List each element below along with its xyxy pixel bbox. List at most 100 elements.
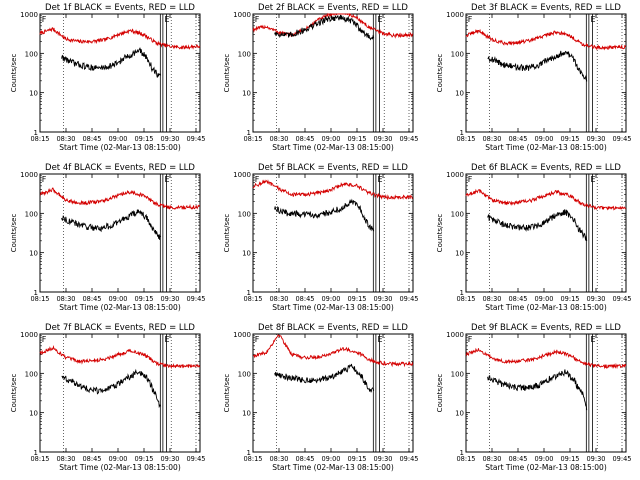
x-tick-label: 08:45: [295, 455, 314, 463]
y-tick-label: 1: [460, 289, 464, 297]
plot-frame: [39, 13, 201, 133]
x-tick-label: 08:30: [269, 295, 288, 303]
event-marker-label: E: [165, 335, 170, 344]
y-tick-label: 1000: [233, 11, 251, 19]
x-tick-label: 08:30: [482, 295, 501, 303]
event-marker-label: E: [591, 15, 596, 24]
x-tick-label: 08:15: [456, 135, 475, 143]
lld-series-line: [252, 179, 413, 201]
chart-panel-6: Det 6f BLACK = Events, RED = LLD 1 10 100 10…: [436, 163, 632, 312]
event-marker-label: F: [255, 15, 260, 24]
y-tick-label: 10: [242, 250, 251, 258]
chart-title: Det 3f BLACK = Events, RED = LLD: [471, 3, 621, 13]
y-tick-label: 1: [34, 129, 38, 137]
event-marker-label: F: [468, 335, 473, 344]
chart-panel-9: Det 9f BLACK = Events, RED = LLD 1 10 100 10…: [436, 323, 632, 472]
x-tick-label: 09:15: [134, 295, 153, 303]
x-tick-label: 09:00: [534, 135, 553, 143]
events-series-line: [61, 368, 162, 409]
x-axis-label: Start Time (02-Mar-13 08:15:00): [59, 303, 181, 312]
plot-frame: [252, 333, 414, 453]
x-tick-label: 09:30: [160, 135, 179, 143]
events-series-line: [61, 209, 162, 241]
x-tick-label: 08:30: [56, 295, 75, 303]
x-tick-label: 09:30: [586, 295, 605, 303]
x-tick-label: 08:45: [508, 295, 527, 303]
x-tick-label: 09:30: [373, 455, 392, 463]
x-tick-label: 09:15: [134, 455, 153, 463]
y-tick-label: 1000: [20, 11, 38, 19]
y-tick-label: 1: [247, 449, 251, 457]
y-tick-label: 1000: [233, 331, 251, 339]
lld-series-line: [39, 187, 201, 211]
x-tick-label: 09:45: [612, 135, 631, 143]
x-tick-label: 09:30: [373, 295, 392, 303]
event-marker-label: F: [42, 15, 47, 24]
y-tick-label: 100: [451, 370, 464, 378]
events-series-line: [61, 47, 162, 78]
y-tick-label: 10: [455, 410, 464, 418]
chart-title: Det 7f BLACK = Events, RED = LLD: [45, 323, 195, 333]
chart-panel-5: Det 5f BLACK = Events, RED = LLD 1 10 100 10…: [223, 163, 419, 312]
y-tick-label: 10: [29, 90, 38, 98]
chart-title: Det 9f BLACK = Events, RED = LLD: [471, 323, 621, 333]
chart-title: Det 4f BLACK = Events, RED = LLD: [45, 163, 195, 173]
x-tick-label: 09:15: [560, 295, 579, 303]
x-tick-label: 08:30: [269, 135, 288, 143]
y-tick-label: 10: [455, 90, 464, 98]
y-tick-label: 1: [34, 289, 38, 297]
x-tick-label: 09:00: [108, 295, 127, 303]
event-marker-label: E: [378, 175, 383, 184]
x-tick-label: 08:15: [456, 295, 475, 303]
y-tick-label: 10: [455, 250, 464, 258]
event-marker-label: E: [591, 335, 596, 344]
lld-series-line: [465, 347, 627, 370]
x-tick-label: 09:15: [347, 455, 366, 463]
x-tick-label: 09:00: [108, 455, 127, 463]
event-marker-label: F: [468, 15, 473, 24]
y-axis-label: Counts/sec: [436, 374, 444, 413]
y-tick-label: 1000: [446, 171, 464, 179]
x-tick-label: 09:15: [134, 135, 153, 143]
y-tick-label: 100: [238, 50, 251, 58]
events-series-line: [487, 369, 588, 411]
y-tick-label: 100: [451, 210, 464, 218]
x-tick-label: 09:30: [160, 455, 179, 463]
lld-series-line: [252, 12, 414, 39]
x-axis-label: Start Time (02-Mar-13 08:15:00): [485, 143, 607, 152]
x-tick-label: 08:15: [30, 135, 49, 143]
x-tick-label: 08:45: [295, 135, 314, 143]
chart-panel-4: Det 4f BLACK = Events, RED = LLD 1 10 100 10…: [10, 163, 206, 312]
x-tick-label: 09:00: [321, 135, 340, 143]
x-tick-label: 09:45: [612, 455, 631, 463]
plot-frame: [252, 173, 414, 293]
x-tick-label: 09:15: [347, 135, 366, 143]
y-tick-label: 100: [25, 370, 38, 378]
event-marker-label: F: [42, 335, 47, 344]
events-series-line: [274, 198, 375, 232]
lld-series-line: [465, 188, 627, 211]
y-axis-label: Counts/sec: [10, 54, 18, 93]
x-tick-label: 08:45: [82, 135, 101, 143]
lld-series-line: [252, 334, 414, 368]
y-tick-label: 100: [451, 50, 464, 58]
plot-frame: [465, 333, 627, 453]
chart-panel-1: Det 1f BLACK = Events, RED = LLD 1 10 100 10…: [10, 3, 206, 152]
y-axis-label: Counts/sec: [223, 54, 231, 93]
plot-frame: [39, 173, 201, 293]
chart-panel-2: Det 2f BLACK = Events, RED = LLD 1 10 100 10…: [223, 3, 419, 152]
event-marker-label: E: [591, 175, 596, 184]
x-axis-label: Start Time (02-Mar-13 08:15:00): [59, 143, 181, 152]
x-tick-label: 08:30: [269, 455, 288, 463]
event-marker-label: F: [255, 335, 260, 344]
event-marker-label: F: [255, 175, 260, 184]
x-axis-label: Start Time (02-Mar-13 08:15:00): [272, 303, 394, 312]
x-tick-label: 09:45: [612, 295, 631, 303]
y-tick-label: 100: [25, 50, 38, 58]
y-tick-label: 10: [242, 90, 251, 98]
x-tick-label: 09:15: [560, 455, 579, 463]
x-tick-label: 09:30: [160, 295, 179, 303]
x-tick-label: 09:30: [586, 135, 605, 143]
event-marker-label: E: [165, 15, 170, 24]
x-tick-label: 09:30: [586, 455, 605, 463]
